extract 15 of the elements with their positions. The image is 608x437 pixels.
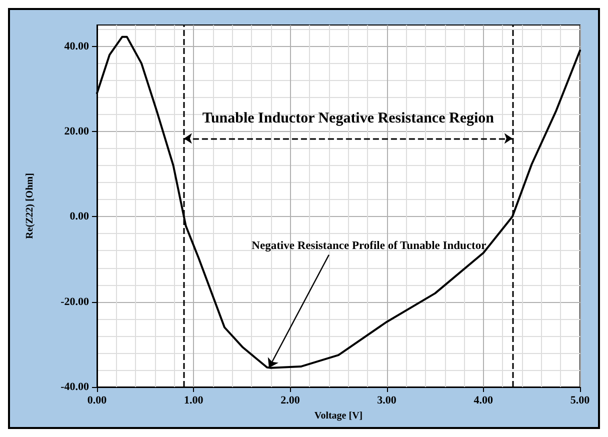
x-axis-title: Voltage [V] — [314, 410, 363, 422]
y-axis-title: Re(Z22) [Ohm] — [24, 173, 36, 239]
y-tick-label: 0.00 — [70, 210, 90, 223]
x-tick-label: 1.00 — [184, 394, 204, 406]
x-tick-label: 3.00 — [377, 394, 397, 406]
annotation: Negative Resistance Profile of Tunable Inductor — [252, 240, 486, 252]
x-tick-label: 4.00 — [474, 394, 494, 406]
y-tick-label: 20.00 — [64, 125, 90, 138]
y-tick-label: -40.00 — [60, 381, 90, 393]
y-tick-label: 40.00 — [64, 40, 90, 52]
x-tick-label: 0.00 — [87, 394, 108, 406]
y-tick-label: -20.00 — [60, 296, 90, 308]
x-tick-label: 5.00 — [570, 394, 590, 406]
annotation: Tunable Inductor Negative Resistance Region — [202, 110, 495, 126]
x-tick-label: 2.00 — [280, 394, 300, 406]
